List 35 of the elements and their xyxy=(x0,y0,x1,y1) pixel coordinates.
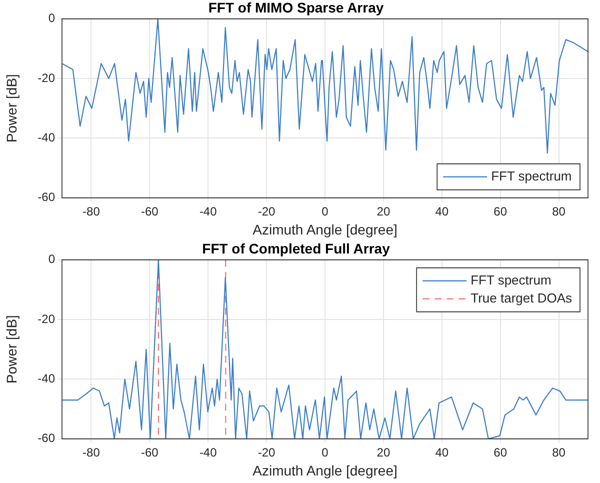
x-tick-label: 20 xyxy=(376,204,390,218)
x-tick-label: -40 xyxy=(199,204,218,218)
chart-title: FFT of Completed Full Array xyxy=(202,240,390,256)
legend-label: FFT spectrum xyxy=(491,168,572,184)
x-tick-label: 60 xyxy=(494,445,508,460)
x-axis-title: Azimuth Angle [degree] xyxy=(252,221,398,238)
y-tick-label: -60 xyxy=(38,190,56,204)
x-tick-label: -20 xyxy=(258,204,276,218)
x-tick-label: -80 xyxy=(82,445,100,460)
legend-label: True target DOAs xyxy=(470,290,572,306)
x-tick-label: 40 xyxy=(435,204,449,218)
x-tick-label: 80 xyxy=(552,204,566,218)
x-tick-label: -60 xyxy=(140,445,159,460)
x-tick-label: -60 xyxy=(140,204,159,218)
x-tick-label: 60 xyxy=(494,204,508,218)
y-axis-title: Power [dB] xyxy=(3,315,20,384)
x-tick-label: 20 xyxy=(376,445,390,460)
y-tick-label: -20 xyxy=(38,312,56,326)
x-tick-label: -20 xyxy=(258,445,276,460)
y-axis-title: Power [dB] xyxy=(3,74,20,143)
x-tick-label: -40 xyxy=(199,445,218,460)
legend-label: FFT spectrum xyxy=(470,272,552,288)
x-tick-label: 40 xyxy=(435,445,449,460)
chart-title: FFT of MIMO Sparse Array xyxy=(208,0,384,16)
y-tick-label: -20 xyxy=(38,70,56,85)
y-tick-label: -40 xyxy=(38,130,56,144)
y-tick-label: -40 xyxy=(38,371,56,386)
y-tick-label: 0 xyxy=(48,11,56,26)
y-tick-label: 0 xyxy=(48,252,56,266)
y-tick-label: -60 xyxy=(38,431,56,446)
x-axis-title: Azimuth Angle [degree] xyxy=(252,462,398,478)
x-tick-label: 80 xyxy=(552,445,566,460)
x-tick-label: -80 xyxy=(82,204,100,218)
x-tick-label: 0 xyxy=(322,204,329,218)
x-tick-label: 0 xyxy=(322,445,329,460)
